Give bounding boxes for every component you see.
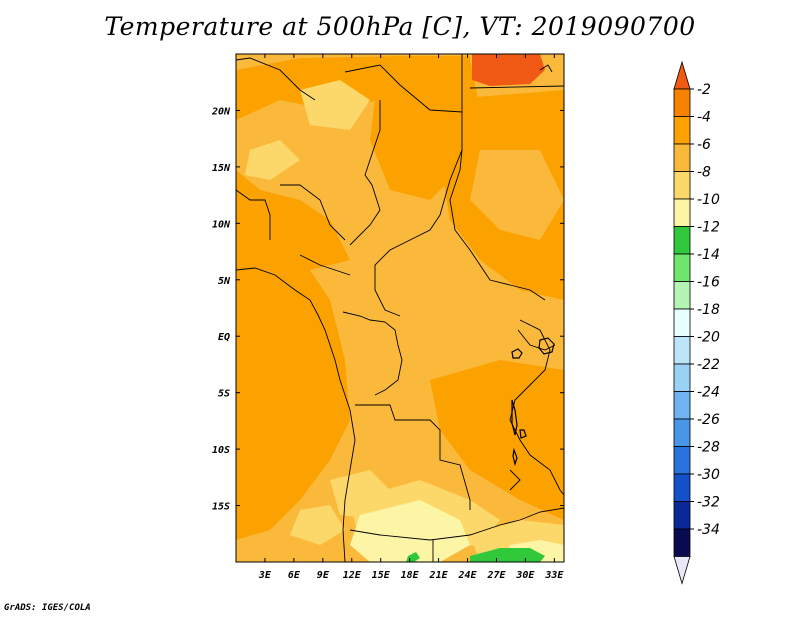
border-line (355, 404, 471, 510)
border-line (509, 419, 565, 496)
field-region (300, 80, 370, 130)
country-borders (235, 54, 565, 563)
y-tick-label: EQ (218, 332, 230, 343)
map-frame (235, 53, 565, 563)
colorbar-label: -28 (697, 440, 720, 456)
colorbar-label: -8 (697, 165, 711, 181)
colorbar-label: -24 (697, 385, 720, 401)
colorbar-swatch (673, 336, 691, 365)
lake-outline (519, 429, 527, 439)
colorbar-swatch (673, 198, 691, 227)
border-line (280, 184, 346, 241)
colorbar-label: -12 (697, 220, 720, 236)
colorbar-label: -10 (697, 192, 720, 208)
longitude-axis: 3E 6E 9E 12E 15E 18E 21E 24E 27E 30E 33E (258, 54, 564, 581)
field-region (472, 54, 545, 86)
colorbar-label: -16 (697, 275, 720, 291)
colorbar-bottom-arrow (673, 556, 691, 585)
field-region (430, 360, 564, 520)
x-tick-label: 3E (258, 570, 272, 581)
x-tick-label: 21E (429, 570, 449, 581)
colorbar-label: -30 (697, 467, 720, 483)
grads-credit: GrADS: IGES/COLA (4, 603, 91, 613)
colorbar-label: -6 (697, 137, 711, 153)
temperature-field (236, 54, 564, 562)
border-line (349, 100, 381, 246)
colorbar: -2 -4 -6 -8 -10 -12 -14 -16 -18 -20 -22 -24 -26 -28 -3… (673, 60, 720, 585)
colorbar-swatch (673, 528, 691, 557)
colorbar-swatch (673, 418, 691, 447)
x-tick-label: 27E (486, 570, 506, 581)
colorbar-swatch (673, 363, 691, 392)
field-region (470, 548, 545, 562)
colorbar-swatch (673, 143, 691, 172)
border-line (349, 507, 565, 541)
colorbar-swatch (673, 171, 691, 200)
x-tick-label: 30E (515, 570, 535, 581)
colorbar-label: -22 (697, 357, 720, 373)
colorbar-label: -32 (697, 495, 720, 511)
x-tick-label: 18E (401, 570, 420, 581)
colorbar-swatch (673, 501, 691, 530)
y-tick-label: 5N (218, 276, 231, 287)
colorbar-swatch (673, 116, 691, 145)
colorbar-label: -18 (697, 302, 720, 318)
colorbar-swatch (673, 281, 691, 310)
y-tick-label: 10S (212, 445, 230, 456)
border-line (342, 311, 403, 396)
x-tick-label: 24E (457, 570, 477, 581)
y-tick-label: 15N (212, 163, 231, 174)
y-tick-label: 10N (212, 219, 231, 230)
colorbar-top-arrow (673, 60, 691, 90)
border-line (299, 254, 351, 276)
colorbar-swatch (673, 253, 691, 282)
lake-outline (512, 447, 518, 467)
border-line (509, 469, 521, 491)
border-line (374, 112, 463, 317)
border-line (517, 329, 556, 351)
colorbar-label: -34 (697, 522, 720, 538)
field-region (470, 150, 564, 240)
latitude-axis: 20N 15N 10N 5N EQ 5S 10S 15S (211, 106, 564, 513)
border-line (449, 149, 546, 301)
colorbar-swatch (673, 473, 691, 502)
colorbar-label: -4 (697, 110, 711, 126)
lake-outline (538, 337, 555, 355)
colorbar-label: -2 (697, 82, 711, 98)
colorbar-swatch (673, 446, 691, 475)
colorbar-swatch (673, 308, 691, 337)
y-tick-label: 20N (211, 106, 231, 117)
border-line (235, 267, 356, 563)
colorbar-label: -20 (697, 330, 720, 346)
y-tick-label: 15S (212, 502, 230, 513)
border-line (235, 189, 271, 240)
x-tick-label: 33E (544, 570, 564, 581)
colorbar-label: -26 (697, 412, 720, 428)
colorbar-swatch (673, 391, 691, 420)
colorbar-swatch (673, 88, 691, 117)
map-title: Temperature at 500hPa [C], VT: 201909070… (104, 12, 696, 41)
field-region (245, 140, 300, 180)
field-region (350, 500, 470, 562)
colorbar-swatch (673, 226, 691, 255)
colorbar-label: -14 (697, 247, 720, 263)
border-line (235, 57, 316, 101)
x-tick-label: 15E (372, 570, 391, 581)
y-tick-label: 5S (218, 389, 230, 400)
x-tick-label: 6E (288, 570, 301, 581)
border-line (344, 54, 463, 113)
lake-outline (511, 399, 518, 436)
border-line (539, 64, 553, 73)
field-region (236, 170, 350, 270)
border-line (469, 85, 565, 89)
border-line (509, 319, 551, 421)
x-tick-label: 12E (343, 570, 362, 581)
x-tick-label: 9E (317, 570, 330, 581)
lake-outline (511, 348, 523, 359)
field-region (290, 505, 345, 545)
